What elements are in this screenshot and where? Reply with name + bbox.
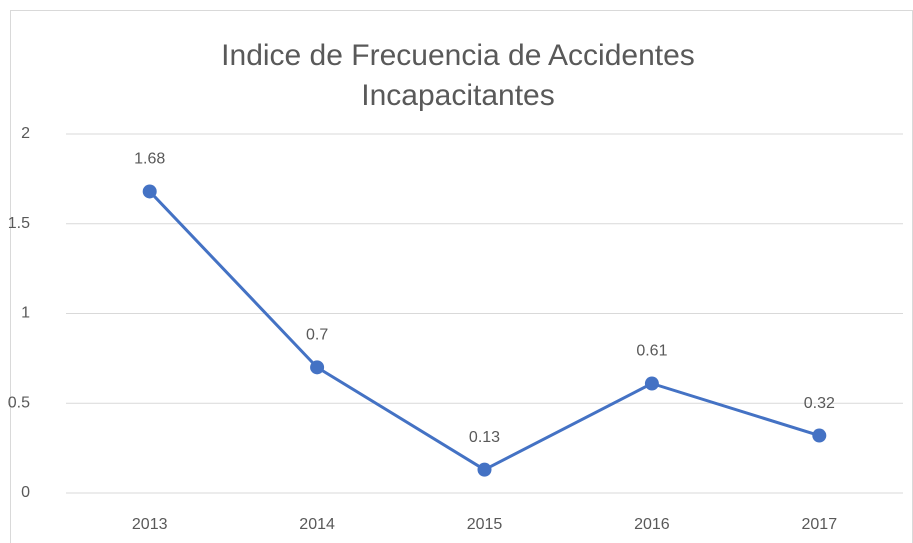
x-tick-label: 2017 <box>802 516 838 533</box>
y-tick-label: 1 <box>21 305 30 322</box>
x-tick-label: 2013 <box>132 516 168 533</box>
data-label: 0.13 <box>469 429 500 446</box>
x-tick-label: 2015 <box>467 516 503 533</box>
x-tick-label: 2016 <box>634 516 670 533</box>
point <box>142 184 157 199</box>
point <box>310 360 325 375</box>
x-tick-label: 2014 <box>299 516 335 533</box>
y-tick-label: 0.5 <box>8 394 30 411</box>
data-label: 0.61 <box>636 343 667 360</box>
point <box>477 462 492 477</box>
data-label: 1.68 <box>134 151 165 168</box>
point <box>644 376 659 391</box>
y-tick-label: 0 <box>21 484 30 501</box>
y-tick-label: 1.5 <box>8 215 30 232</box>
data-label: 0.32 <box>804 395 835 412</box>
data-label: 0.7 <box>306 327 328 344</box>
chart-title: Indice de Frecuencia de Accidentes Incap… <box>221 39 695 112</box>
point <box>812 428 827 443</box>
y-tick-label: 2 <box>21 125 30 142</box>
